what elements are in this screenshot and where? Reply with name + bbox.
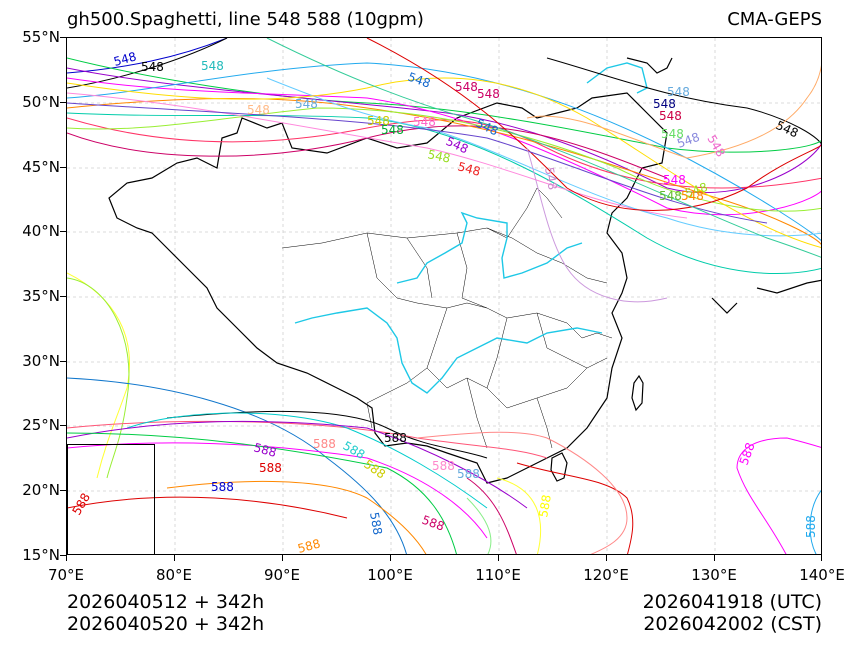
y-tick-label: 15°N: [22, 546, 60, 564]
svg-text:588: 588: [420, 513, 446, 534]
y-tick: [60, 361, 66, 362]
x-tick-label: 130°E: [691, 566, 737, 584]
svg-text:548: 548: [663, 173, 686, 187]
init-time-block: 2026040512 + 342h 2026040520 + 342h: [67, 591, 264, 635]
y-tick-label: 35°N: [22, 287, 60, 305]
svg-text:548: 548: [201, 59, 224, 73]
map-svg: 548 548 548 548 548 548 548 548 548 548 …: [67, 38, 821, 555]
svg-text:588: 588: [341, 438, 368, 462]
svg-text:548: 548: [413, 115, 436, 129]
contours-548: [67, 38, 821, 303]
svg-text:588: 588: [737, 441, 758, 467]
y-tick: [60, 102, 66, 103]
svg-text:588: 588: [536, 494, 554, 519]
valid-time-utc: 2026041918 (UTC): [642, 591, 822, 613]
province-borders: [281, 187, 613, 449]
x-tick: [66, 555, 67, 561]
y-tick: [60, 555, 66, 556]
contours-588: [67, 272, 821, 554]
y-tick: [60, 296, 66, 297]
y-tick-label: 20°N: [22, 481, 60, 499]
x-tick-label: 110°E: [475, 566, 521, 584]
model-label: CMA-GEPS: [727, 9, 822, 30]
valid-time-cst: 2026042002 (CST): [643, 613, 822, 635]
x-tick: [821, 555, 822, 561]
y-tick: [60, 490, 66, 491]
x-tick: [390, 555, 391, 561]
x-tick-label: 140°E: [799, 566, 845, 584]
x-tick: [498, 555, 499, 561]
svg-text:548: 548: [367, 114, 390, 128]
svg-text:588: 588: [211, 480, 234, 494]
svg-text:588: 588: [384, 431, 407, 445]
y-tick-label: 30°N: [22, 352, 60, 370]
svg-text:548: 548: [542, 166, 560, 191]
y-tick: [60, 37, 66, 38]
svg-text:588: 588: [252, 440, 278, 459]
svg-text:548: 548: [667, 85, 690, 99]
svg-text:588: 588: [313, 437, 336, 451]
svg-text:548: 548: [659, 109, 682, 123]
map-canvas: 548 548 548 548 548 548 548 548 548 548 …: [66, 37, 822, 555]
svg-text:588: 588: [432, 459, 455, 473]
y-tick: [60, 425, 66, 426]
svg-text:548: 548: [112, 49, 138, 68]
svg-text:548: 548: [247, 103, 270, 117]
y-tick-label: 45°N: [22, 158, 60, 176]
svg-text:548: 548: [381, 123, 404, 137]
svg-text:588: 588: [67, 405, 70, 428]
x-tick-label: 80°E: [155, 566, 193, 584]
init-time-cst: 2026040520 + 342h: [67, 613, 265, 635]
svg-text:588: 588: [457, 467, 480, 481]
valid-time-block: 2026041918 (UTC) 2026042002 (CST): [643, 591, 822, 635]
svg-text:548: 548: [653, 97, 676, 111]
x-tick: [606, 555, 607, 561]
country-border: [108, 57, 821, 484]
chart-title: gh500.Spaghetti, line 548 588 (10gpm): [67, 9, 424, 30]
y-tick-label: 25°N: [22, 416, 60, 434]
x-tick-label: 100°E: [367, 566, 413, 584]
x-tick: [714, 555, 715, 561]
svg-text:548: 548: [456, 159, 482, 178]
svg-text:548: 548: [774, 118, 801, 140]
x-tick: [282, 555, 283, 561]
x-tick-label: 120°E: [583, 566, 629, 584]
svg-text:548: 548: [659, 189, 682, 203]
svg-text:548: 548: [704, 133, 728, 160]
y-tick-label: 40°N: [22, 222, 60, 240]
contour-labels: 548 548 548 548 548 548 548 548 548 548 …: [67, 49, 818, 555]
y-tick-label: 55°N: [22, 28, 60, 46]
x-tick-label: 70°E: [47, 566, 85, 584]
svg-text:548: 548: [474, 116, 501, 138]
x-tick-label: 90°E: [263, 566, 301, 584]
y-tick: [60, 231, 66, 232]
svg-text:548: 548: [661, 127, 684, 141]
svg-text:548: 548: [141, 60, 164, 74]
south-china-sea-inset: [67, 444, 155, 554]
y-tick-label: 50°N: [22, 93, 60, 111]
svg-text:588: 588: [259, 461, 282, 475]
svg-text:548: 548: [426, 147, 451, 165]
y-tick: [60, 167, 66, 168]
svg-text:588: 588: [804, 515, 818, 538]
svg-text:548: 548: [455, 80, 478, 94]
rivers: [294, 62, 648, 394]
x-tick: [174, 555, 175, 561]
init-time-utc: 2026040512 + 342h: [67, 591, 265, 613]
svg-text:588: 588: [296, 536, 322, 555]
svg-text:548: 548: [295, 97, 318, 111]
svg-text:548: 548: [477, 87, 500, 101]
svg-text:588: 588: [367, 511, 385, 536]
svg-text:588: 588: [361, 457, 388, 482]
svg-text:548: 548: [681, 189, 704, 203]
